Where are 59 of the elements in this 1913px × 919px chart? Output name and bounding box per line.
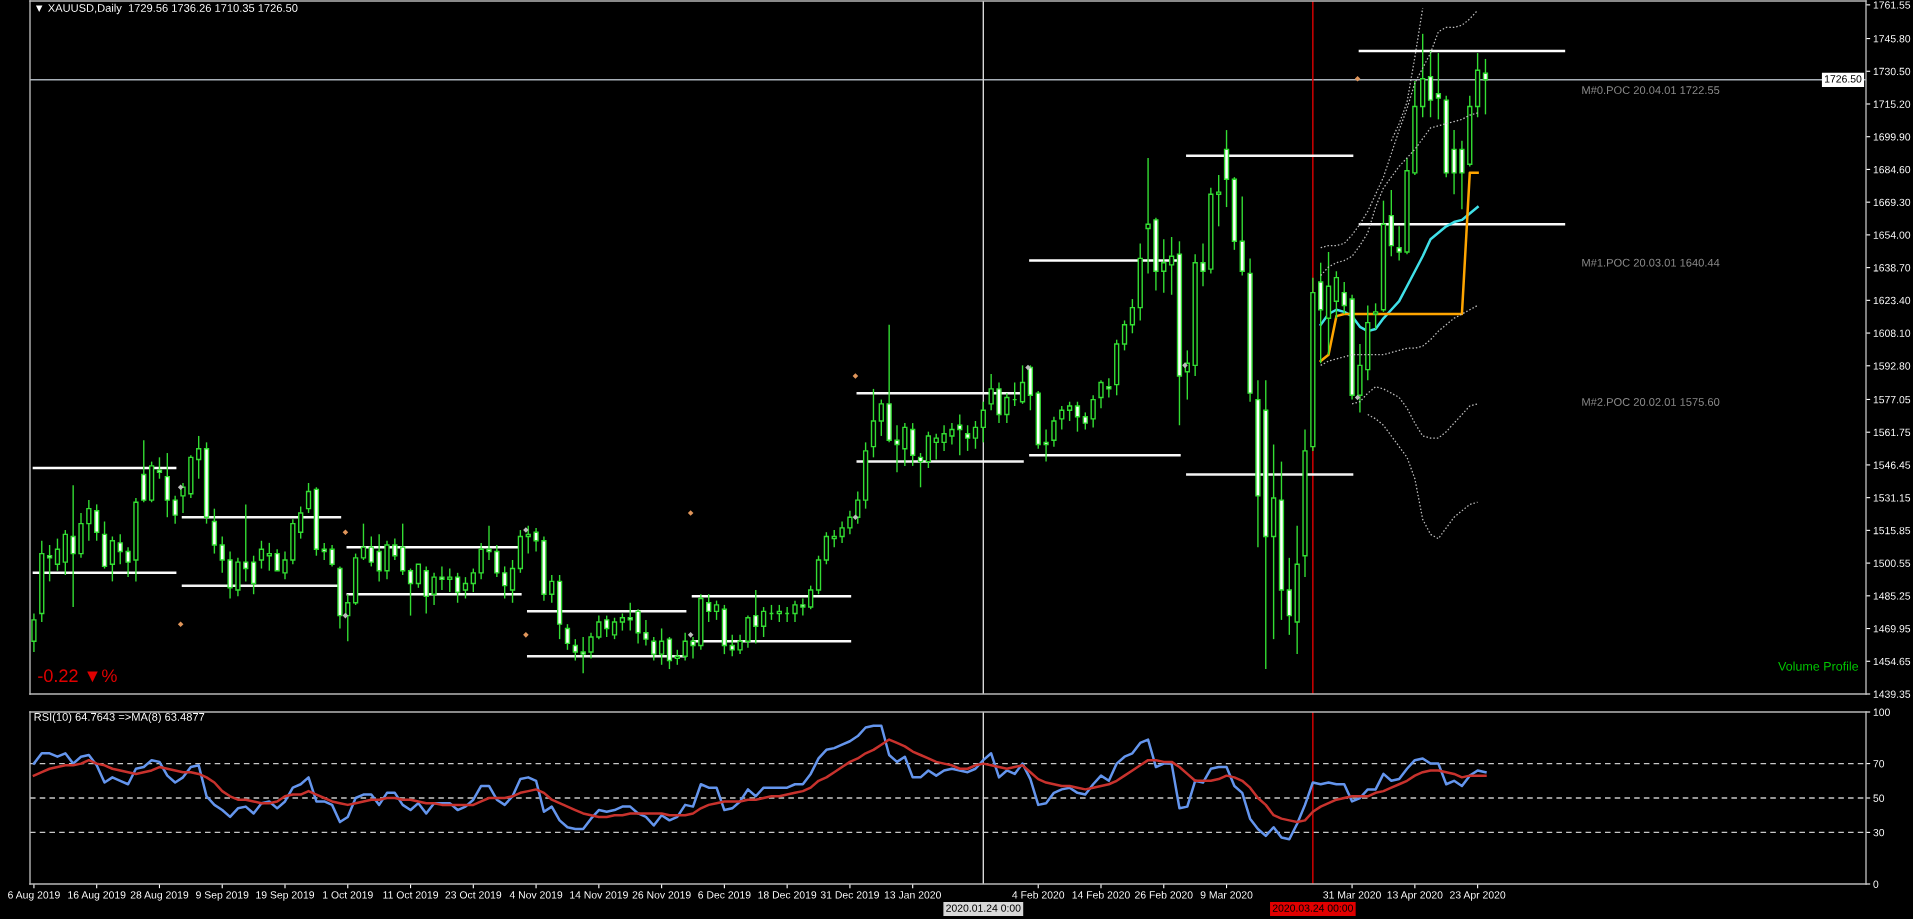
y-tick-label: 1608.10 bbox=[1873, 329, 1911, 337]
chart-title: RSI(10) 64.7643 =>MA(8) 63.4877 bbox=[34, 712, 205, 724]
y-tick-label: 1761.55 bbox=[1873, 1, 1911, 9]
x-tick-label: 11 Oct 2019 bbox=[383, 891, 439, 899]
x-tick-label: 4 Nov 2019 bbox=[509, 891, 563, 899]
x-tick-label: 23 Oct 2019 bbox=[445, 891, 502, 899]
y-tick-label: 1546.45 bbox=[1873, 461, 1911, 469]
ref-line-label: 1726.50 bbox=[1824, 75, 1862, 83]
y-tick-label: 70 bbox=[1873, 760, 1885, 768]
x-tick-label: 9 Mar 2020 bbox=[1200, 891, 1253, 899]
x-tick-label: 23 Apr 2020 bbox=[1450, 891, 1506, 901]
annotation: M#2.POC 20.02.01 1575.60 bbox=[1582, 398, 1720, 406]
y-tick-label: 1638.70 bbox=[1873, 264, 1911, 272]
y-tick-label: 30 bbox=[1873, 828, 1885, 837]
y-tick-label: 1669.30 bbox=[1873, 198, 1911, 207]
y-tick-label: 1561.75 bbox=[1873, 428, 1911, 437]
x-tick-label: 14 Feb 2020 bbox=[1072, 890, 1130, 899]
chart-title: ▼ XAUUSD,Daily 1729.56 1736.26 1710.35 1726.50 bbox=[35, 3, 298, 15]
x-tick-label: 6 Aug 2019 bbox=[8, 891, 60, 901]
annotation: -0.22 ▼% bbox=[38, 669, 117, 683]
x-tick-label: 13 Apr 2020 bbox=[1387, 891, 1443, 901]
x-tick-label: 2020.01.24 0:00 bbox=[946, 904, 1021, 912]
y-tick-label: 100 bbox=[1873, 708, 1890, 716]
y-tick-label: 1531.15 bbox=[1873, 494, 1911, 502]
x-tick-label: 16 Aug 2019 bbox=[68, 891, 126, 901]
y-tick-label: 1699.90 bbox=[1873, 133, 1911, 141]
y-tick-label: 1623.40 bbox=[1873, 296, 1911, 305]
x-tick-label: 18 Dec 2019 bbox=[758, 891, 817, 899]
y-tick-label: 1469.95 bbox=[1873, 625, 1911, 633]
y-tick-label: 1577.05 bbox=[1873, 395, 1911, 404]
y-tick-label: 1500.55 bbox=[1873, 559, 1911, 567]
x-tick-label: 1 Oct 2019 bbox=[323, 891, 373, 899]
y-tick-label: 1485.25 bbox=[1873, 592, 1911, 600]
y-tick-label: 1715.20 bbox=[1873, 100, 1911, 108]
x-tick-label: 4 Feb 2020 bbox=[1012, 890, 1065, 899]
x-tick-label: 19 Sep 2019 bbox=[256, 891, 315, 901]
y-tick-label: 50 bbox=[1873, 794, 1885, 802]
x-tick-label: 9 Sep 2019 bbox=[196, 891, 249, 901]
x-tick-label: 26 Nov 2019 bbox=[632, 891, 691, 899]
y-tick-label: 1454.65 bbox=[1873, 657, 1911, 666]
y-tick-label: 1439.35 bbox=[1873, 690, 1911, 698]
y-tick-label: 1515.85 bbox=[1873, 526, 1911, 535]
annotation: M#0.POC 20.04.01 1722.55 bbox=[1582, 86, 1720, 95]
y-tick-label: 1592.80 bbox=[1873, 362, 1911, 370]
x-tick-label: 6 Dec 2019 bbox=[698, 891, 751, 899]
x-tick-label: 26 Feb 2020 bbox=[1135, 890, 1193, 899]
annotation: Volume Profile bbox=[1778, 661, 1859, 671]
y-tick-label: 0 bbox=[1873, 880, 1879, 888]
y-tick-label: 1745.80 bbox=[1873, 35, 1911, 43]
x-tick-label: 28 Aug 2019 bbox=[130, 891, 189, 901]
x-tick-label: 13 Jan 2020 bbox=[884, 891, 941, 899]
x-tick-label: 31 Dec 2019 bbox=[820, 891, 879, 899]
y-tick-label: 1654.00 bbox=[1873, 231, 1911, 239]
x-tick-label: 14 Nov 2019 bbox=[570, 891, 628, 899]
x-tick-label: 2020.03.24 00:00 bbox=[1272, 904, 1353, 912]
y-tick-label: 1684.60 bbox=[1873, 165, 1911, 174]
x-tick-label: 31 Mar 2020 bbox=[1323, 891, 1381, 899]
y-tick-label: 1730.50 bbox=[1873, 67, 1911, 76]
annotation: M#1.POC 20.03.01 1640.44 bbox=[1582, 258, 1720, 267]
